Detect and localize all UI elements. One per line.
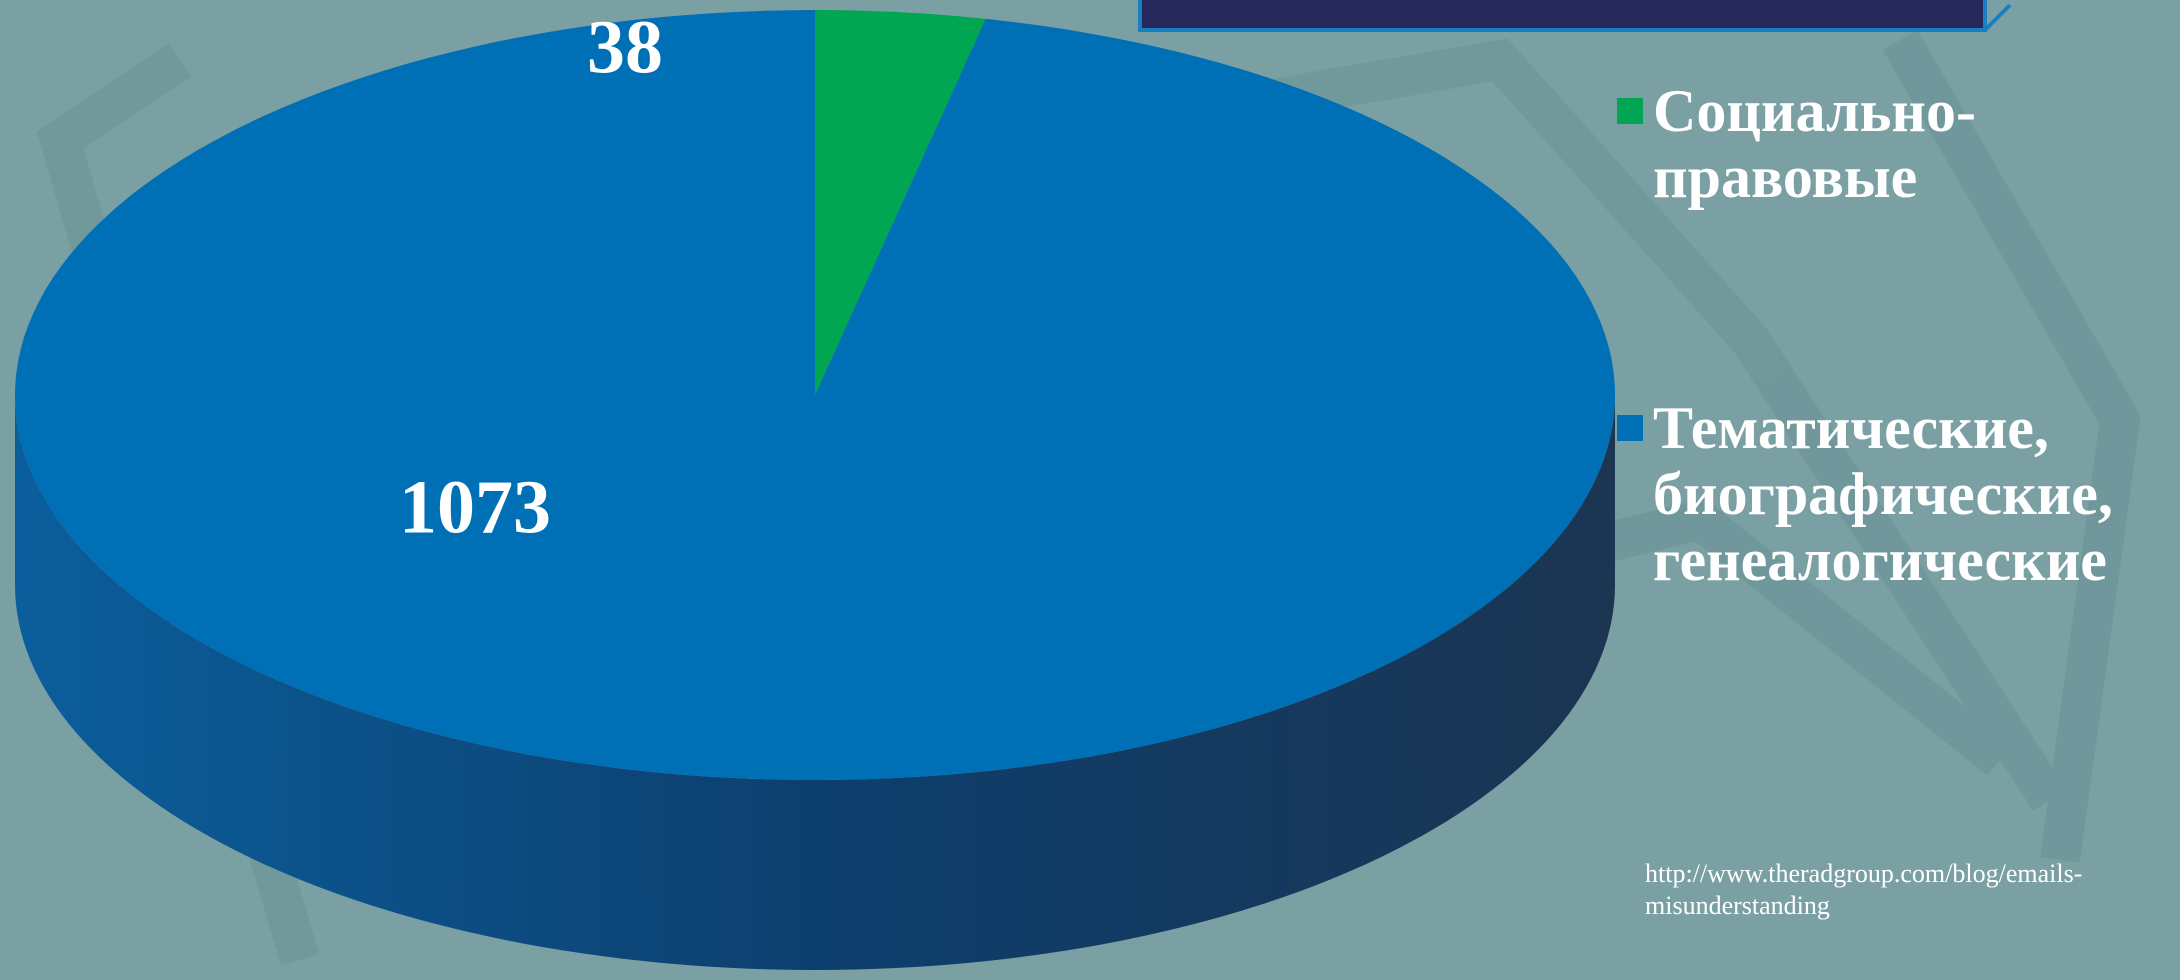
legend-swatch bbox=[1617, 98, 1643, 124]
source-url: http://www.theradgroup.com/blog/emails-m… bbox=[1645, 858, 2085, 922]
legend-label: Тематические, биографические, генеалогич… bbox=[1653, 395, 2180, 593]
legend-item: Социально-правовые bbox=[1617, 78, 2180, 210]
legend-swatch bbox=[1617, 415, 1643, 441]
legend-item: Тематические, биографические, генеалогич… bbox=[1617, 395, 2180, 593]
data-label: 38 bbox=[587, 5, 663, 89]
legend-label: Социально-правовые bbox=[1653, 78, 2180, 210]
slide: 38 1073 Социально-правовые Тематические, … bbox=[0, 0, 2180, 980]
title-box-edge bbox=[1985, 5, 2010, 30]
title-box bbox=[1140, 0, 1985, 30]
pie-slice bbox=[15, 10, 1615, 780]
data-label: 1073 bbox=[399, 465, 551, 549]
